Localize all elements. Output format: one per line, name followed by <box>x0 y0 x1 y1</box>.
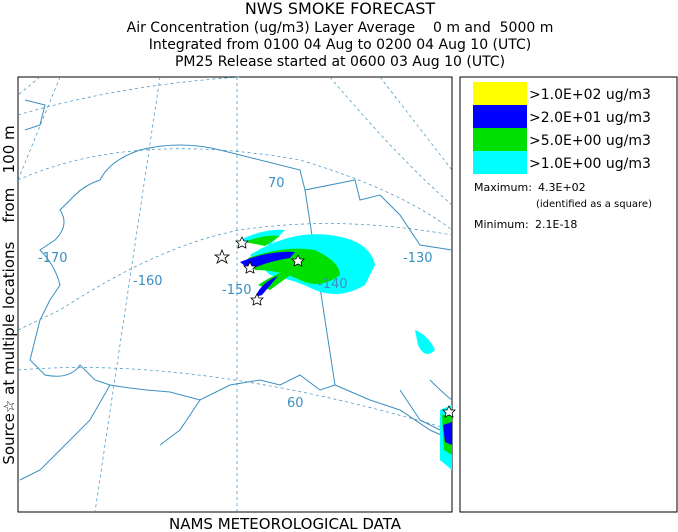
legend-label: >2.0E+01 ug/m3 <box>529 110 651 126</box>
maximum-label: Maximum: <box>474 181 532 194</box>
latitude-label: 70 <box>268 176 285 191</box>
map: -170 -160 -150 -140 -130 70 60 <box>17 76 456 513</box>
legend-label: >5.0E+00 ug/m3 <box>529 133 651 149</box>
latitude-label: 60 <box>287 396 304 411</box>
plume-cyan <box>415 330 435 354</box>
legend-swatch <box>473 128 527 151</box>
legend: >1.0E+02 ug/m3 >2.0E+01 ug/m3 >5.0E+00 ug/… <box>459 76 678 513</box>
plume-green <box>245 235 280 246</box>
maximum-value: 4.3E+02 <box>538 181 586 194</box>
longitude-label: -160 <box>133 274 163 289</box>
plume-blue <box>255 276 278 297</box>
longitude-label: -130 <box>403 251 433 266</box>
plume-blue <box>240 251 295 270</box>
longitude-label: -170 <box>38 251 68 266</box>
subtitle: PM25 Release started at 0600 03 Aug 10 (… <box>175 54 505 70</box>
minimum-value: 2.1E-18 <box>535 218 577 231</box>
plume-blue <box>443 422 452 445</box>
map-labels: -170 -160 -150 -140 -130 70 60 <box>38 176 433 411</box>
longitude-label: -150 <box>222 283 252 298</box>
minimum-label: Minimum: <box>474 218 529 231</box>
legend-swatch <box>473 151 527 174</box>
longitude-label: -140 <box>318 277 348 292</box>
legend-swatch <box>473 105 527 128</box>
legend-swatch <box>473 82 527 105</box>
legend-label: >1.0E+00 ug/m3 <box>529 156 651 172</box>
legend-label: >1.0E+02 ug/m3 <box>529 87 651 103</box>
maximum-note: (identified as a square) <box>536 199 652 210</box>
source-label: Source☆ at multiple locations from 100 m <box>0 125 18 464</box>
title: NWS SMOKE FORECAST <box>245 0 436 18</box>
map-frame <box>17 76 453 513</box>
footer: NAMS METEOROLOGICAL DATA <box>169 515 402 532</box>
subtitle: Air Concentration (ug/m3) Layer Average … <box>127 20 554 36</box>
subtitle: Integrated from 0100 04 Aug to 0200 04 A… <box>149 37 532 53</box>
sources <box>213 236 456 418</box>
